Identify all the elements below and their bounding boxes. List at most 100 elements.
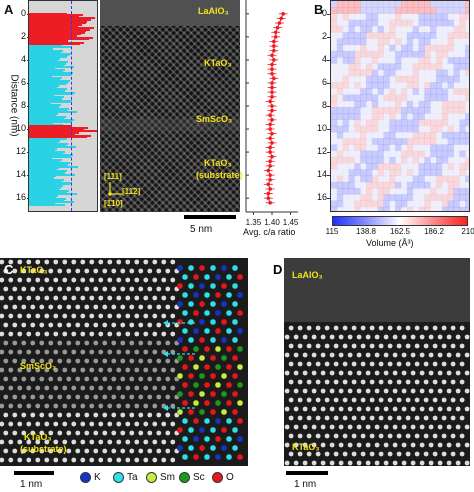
volume-map-cell	[453, 38, 460, 46]
volume-map-cell	[424, 150, 431, 158]
volume-map-cell	[360, 1, 367, 8]
volume-map-cell	[342, 200, 349, 208]
volume-map-cell	[436, 82, 443, 89]
model-atom	[231, 408, 239, 416]
atom-column	[165, 358, 171, 364]
model-atom	[203, 291, 211, 299]
atom-column	[75, 448, 81, 454]
atom-column	[455, 352, 461, 358]
model-atom	[203, 453, 211, 461]
atom-column	[152, 349, 158, 355]
volume-map-cell	[383, 19, 390, 27]
volume-map-cell	[412, 131, 419, 139]
volume-map-cell	[453, 131, 460, 139]
volume-map-cell	[447, 57, 454, 64]
atom-column	[39, 358, 45, 364]
atom-column	[0, 457, 5, 463]
atom-column	[30, 322, 36, 328]
profile-stem	[29, 133, 75, 136]
atom-column	[365, 460, 371, 466]
volume-map-cell	[406, 82, 414, 89]
atom-column	[432, 325, 438, 331]
legend-dot-o	[212, 472, 223, 483]
volume-map-cell	[459, 138, 466, 145]
volume-map-cell	[336, 113, 344, 120]
profile-stem	[29, 80, 70, 83]
volume-map-cell	[389, 19, 396, 27]
ca-data-point	[268, 159, 272, 164]
atom-column	[374, 388, 380, 394]
model-atom	[192, 363, 200, 371]
atom-column	[26, 457, 32, 463]
profile-stem	[29, 128, 84, 131]
volume-map-cell	[342, 69, 349, 77]
ca-data-point	[272, 76, 276, 81]
atom-column	[35, 295, 41, 301]
model-atom	[220, 300, 228, 308]
volume-map-cell	[389, 113, 396, 120]
volume-map-cell	[418, 107, 425, 114]
volume-map-cell	[447, 88, 454, 96]
atom-column	[80, 385, 86, 391]
volume-map-cell	[366, 150, 373, 158]
b-y-tick-mark	[327, 106, 330, 107]
volume-map-cell	[360, 156, 367, 164]
volume-map-cell	[424, 88, 431, 96]
volume-map-cell	[424, 131, 431, 139]
volume-map-cell	[424, 175, 431, 183]
atom-column	[80, 313, 86, 319]
volume-map-cell	[395, 63, 402, 71]
volume-map-cell	[331, 131, 338, 139]
atom-column	[297, 361, 303, 367]
atom-column	[75, 286, 81, 292]
model-atom	[176, 426, 184, 434]
volume-map-cell	[406, 150, 414, 158]
atom-column	[351, 397, 357, 403]
volume-map-cell	[424, 50, 431, 58]
volume-map-cell	[371, 194, 379, 202]
volume-map-cell	[447, 113, 454, 120]
volume-map-cell	[430, 57, 437, 64]
atom-column	[17, 457, 23, 463]
volume-map-cell	[371, 144, 379, 152]
volume-map-cell	[360, 194, 367, 202]
atom-column	[401, 352, 407, 358]
atom-column	[125, 259, 131, 265]
profile-stem	[29, 51, 61, 54]
volume-map-cell	[395, 100, 402, 108]
ca-data-point	[270, 94, 274, 99]
atom-column	[360, 379, 366, 385]
volume-map-cell	[465, 19, 469, 27]
atom-column	[156, 430, 162, 436]
atom-column	[428, 388, 434, 394]
volume-map-cell	[424, 13, 431, 21]
atom-column	[414, 343, 420, 349]
atom-column	[288, 361, 294, 367]
volume-map-cell	[418, 82, 425, 89]
volume-map-cell	[366, 32, 373, 39]
atom-column	[378, 451, 384, 457]
atom-column	[138, 358, 144, 364]
volume-map-cell	[395, 131, 402, 139]
volume-map-cell	[441, 181, 449, 189]
atom-column	[383, 388, 389, 394]
atom-column	[342, 325, 348, 331]
atom-column	[419, 334, 425, 340]
atom-column	[378, 325, 384, 331]
profile-stem	[29, 15, 79, 18]
atom-column	[3, 286, 9, 292]
atom-column	[93, 394, 99, 400]
volume-map-cell	[430, 63, 437, 71]
profile-stem	[29, 154, 73, 157]
volume-map-cell	[377, 194, 384, 202]
volume-map-cell	[366, 163, 373, 170]
volume-map-cell	[342, 144, 349, 152]
volume-map-cell	[424, 38, 431, 46]
volume-map-cell	[331, 150, 338, 158]
volume-map-cell	[348, 75, 355, 83]
a-y-tick-0: 0	[20, 7, 26, 18]
atom-column	[75, 430, 81, 436]
model-atom	[225, 291, 233, 299]
profile-stem	[29, 194, 58, 197]
legend-item-k: K	[80, 472, 101, 483]
